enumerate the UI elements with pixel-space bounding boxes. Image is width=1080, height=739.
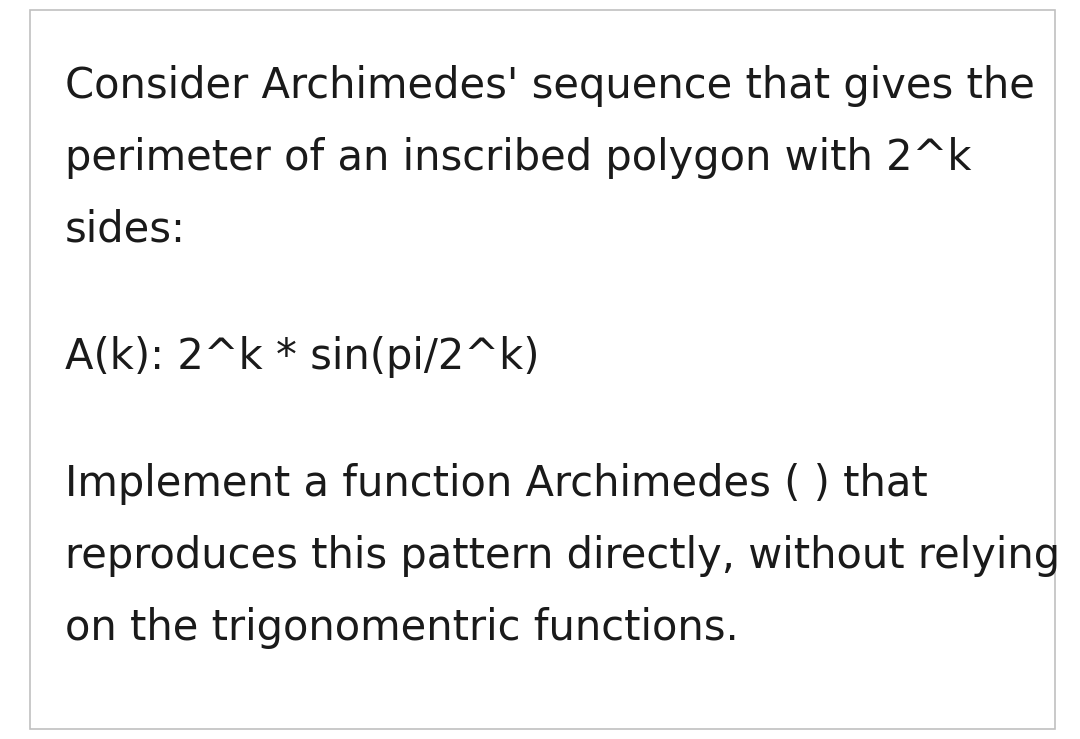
Text: A(k): 2^k * sin(pi/2^k): A(k): 2^k * sin(pi/2^k) [65, 336, 540, 378]
Text: Consider Archimedes' sequence that gives the: Consider Archimedes' sequence that gives… [65, 65, 1035, 107]
Text: on the trigonomentric functions.: on the trigonomentric functions. [65, 607, 739, 649]
Text: sides:: sides: [65, 209, 186, 251]
Text: perimeter of an inscribed polygon with 2^k: perimeter of an inscribed polygon with 2… [65, 137, 972, 179]
Text: Implement a function Archimedes ( ) that: Implement a function Archimedes ( ) that [65, 463, 928, 505]
Text: reproduces this pattern directly, without relying: reproduces this pattern directly, withou… [65, 535, 1061, 577]
